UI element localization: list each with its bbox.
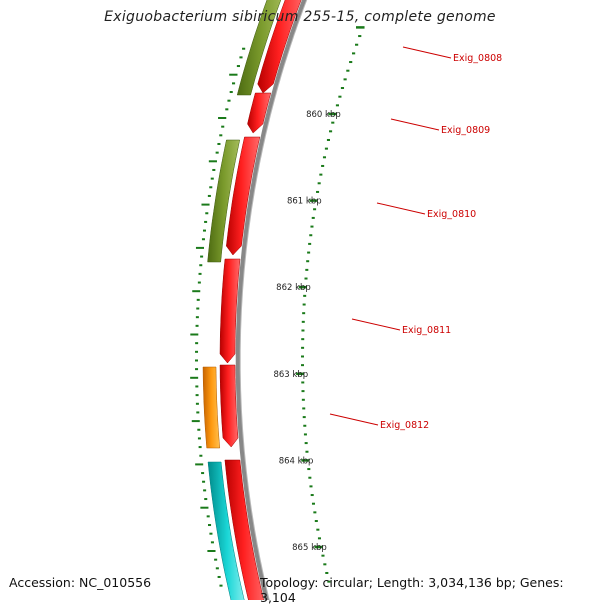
map-title: Exiguobacterium sibiricum 255-15, comple… xyxy=(104,9,496,25)
scale-label: 863 kbp xyxy=(273,370,308,380)
gene-feature-green xyxy=(236,0,282,96)
gene-label-leader xyxy=(351,318,401,331)
scale-label: 862 kbp xyxy=(276,283,311,293)
gene-label-leader xyxy=(402,46,452,59)
gene-label: Exig_0810 xyxy=(427,209,476,220)
gene-feature-red xyxy=(247,92,272,134)
gene-feature-red xyxy=(224,459,265,600)
scale-label: 864 kbp xyxy=(279,456,314,466)
gene-label-leader xyxy=(329,413,379,426)
gene-label: Exig_0808 xyxy=(453,53,502,64)
scale-label: 860 kbp xyxy=(306,110,341,120)
gene-label-leader xyxy=(376,202,426,215)
gene-feature-red xyxy=(219,258,241,364)
genome-summary-text: Topology: circular; Length: 3,034,136 bp… xyxy=(260,575,564,605)
gene-feature-cyan xyxy=(207,461,245,600)
gene-label: Exig_0809 xyxy=(441,125,490,136)
gene-feature-red xyxy=(257,0,302,94)
scale-label: 861 kbp xyxy=(287,197,322,207)
gene-feature-orange xyxy=(202,366,221,449)
backbone-highlight xyxy=(239,0,308,600)
gene-label-leader xyxy=(390,118,440,131)
gene-feature-red xyxy=(226,136,261,256)
gene-label: Exig_0811 xyxy=(402,325,451,336)
gene-feature-red xyxy=(219,364,239,448)
gene-feature-green xyxy=(207,139,241,263)
gene-label: Exig_0812 xyxy=(380,420,429,431)
genome-backbone xyxy=(235,0,307,600)
accession-text: Accession: NC_010556 xyxy=(9,575,152,590)
scale-label: 865 kbp xyxy=(292,543,327,553)
